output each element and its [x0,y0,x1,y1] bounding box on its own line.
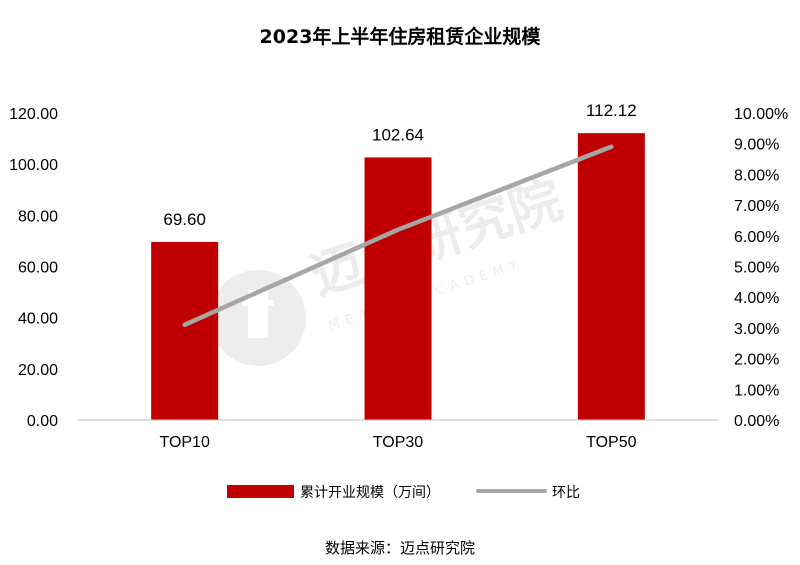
y-right-tick-label: 3.00% [734,321,779,338]
y-right-tick-label: 5.00% [734,260,779,277]
y-right-tick-label: 6.00% [734,229,779,246]
y-left-tick-label: 20.00 [18,362,58,379]
bar-top30 [364,157,432,421]
y-right-tick-label: 7.00% [734,198,779,215]
x-tick-label: TOP10 [159,434,210,451]
legend-label-bar: 累计开业规模（万间） [300,485,440,501]
y-right-tick-label: 9.00% [734,137,779,154]
x-tick-label: TOP50 [586,434,637,451]
bar-data-label: 112.12 [586,101,637,120]
y-left-tick-label: 40.00 [18,311,58,328]
line-series [182,144,614,328]
bar-data-label: 69.60 [163,210,206,229]
y-right-tick-label: 8.00% [734,167,779,184]
y-left-tick-label: 80.00 [18,208,58,225]
chart-title: 2023年上半年住房租赁企业规模 [260,25,542,48]
y-left-tick-label: 0.00 [27,413,58,430]
x-axis-labels: TOP10 TOP30 TOP50 [159,434,636,451]
legend: 累计开业规模（万间） 环比 [227,485,580,501]
bar-top10 [151,241,219,420]
legend-swatch-bar [227,485,294,498]
y-left-tick-label: 60.00 [18,260,58,277]
y-right-tick-label: 10.00% [734,106,788,123]
bar-top50 [577,133,645,420]
x-tick-label: TOP30 [373,434,424,451]
y-axis-right: 0.00% 1.00% 2.00% 3.00% 4.00% 5.00% 6.00% 7.00%… [734,106,788,430]
data-labels: 69.60 102.64 112.12 [163,101,636,229]
legend-label-line: 环比 [552,485,580,501]
y-left-tick-label: 120.00 [9,106,58,123]
source-note: 数据来源：迈点研究院 [325,539,475,557]
y-right-tick-label: 0.00% [734,413,779,430]
y-right-tick-label: 1.00% [734,382,779,399]
y-left-tick-label: 100.00 [9,157,58,174]
bar-data-label: 102.64 [372,125,424,144]
watermark-logo [210,270,306,366]
y-axis-left: 0.00 20.00 40.00 60.00 80.00 100.00 120.00 [9,106,58,430]
y-right-tick-label: 2.00% [734,352,779,369]
bar-series [151,133,645,421]
y-right-tick-label: 4.00% [734,290,779,307]
